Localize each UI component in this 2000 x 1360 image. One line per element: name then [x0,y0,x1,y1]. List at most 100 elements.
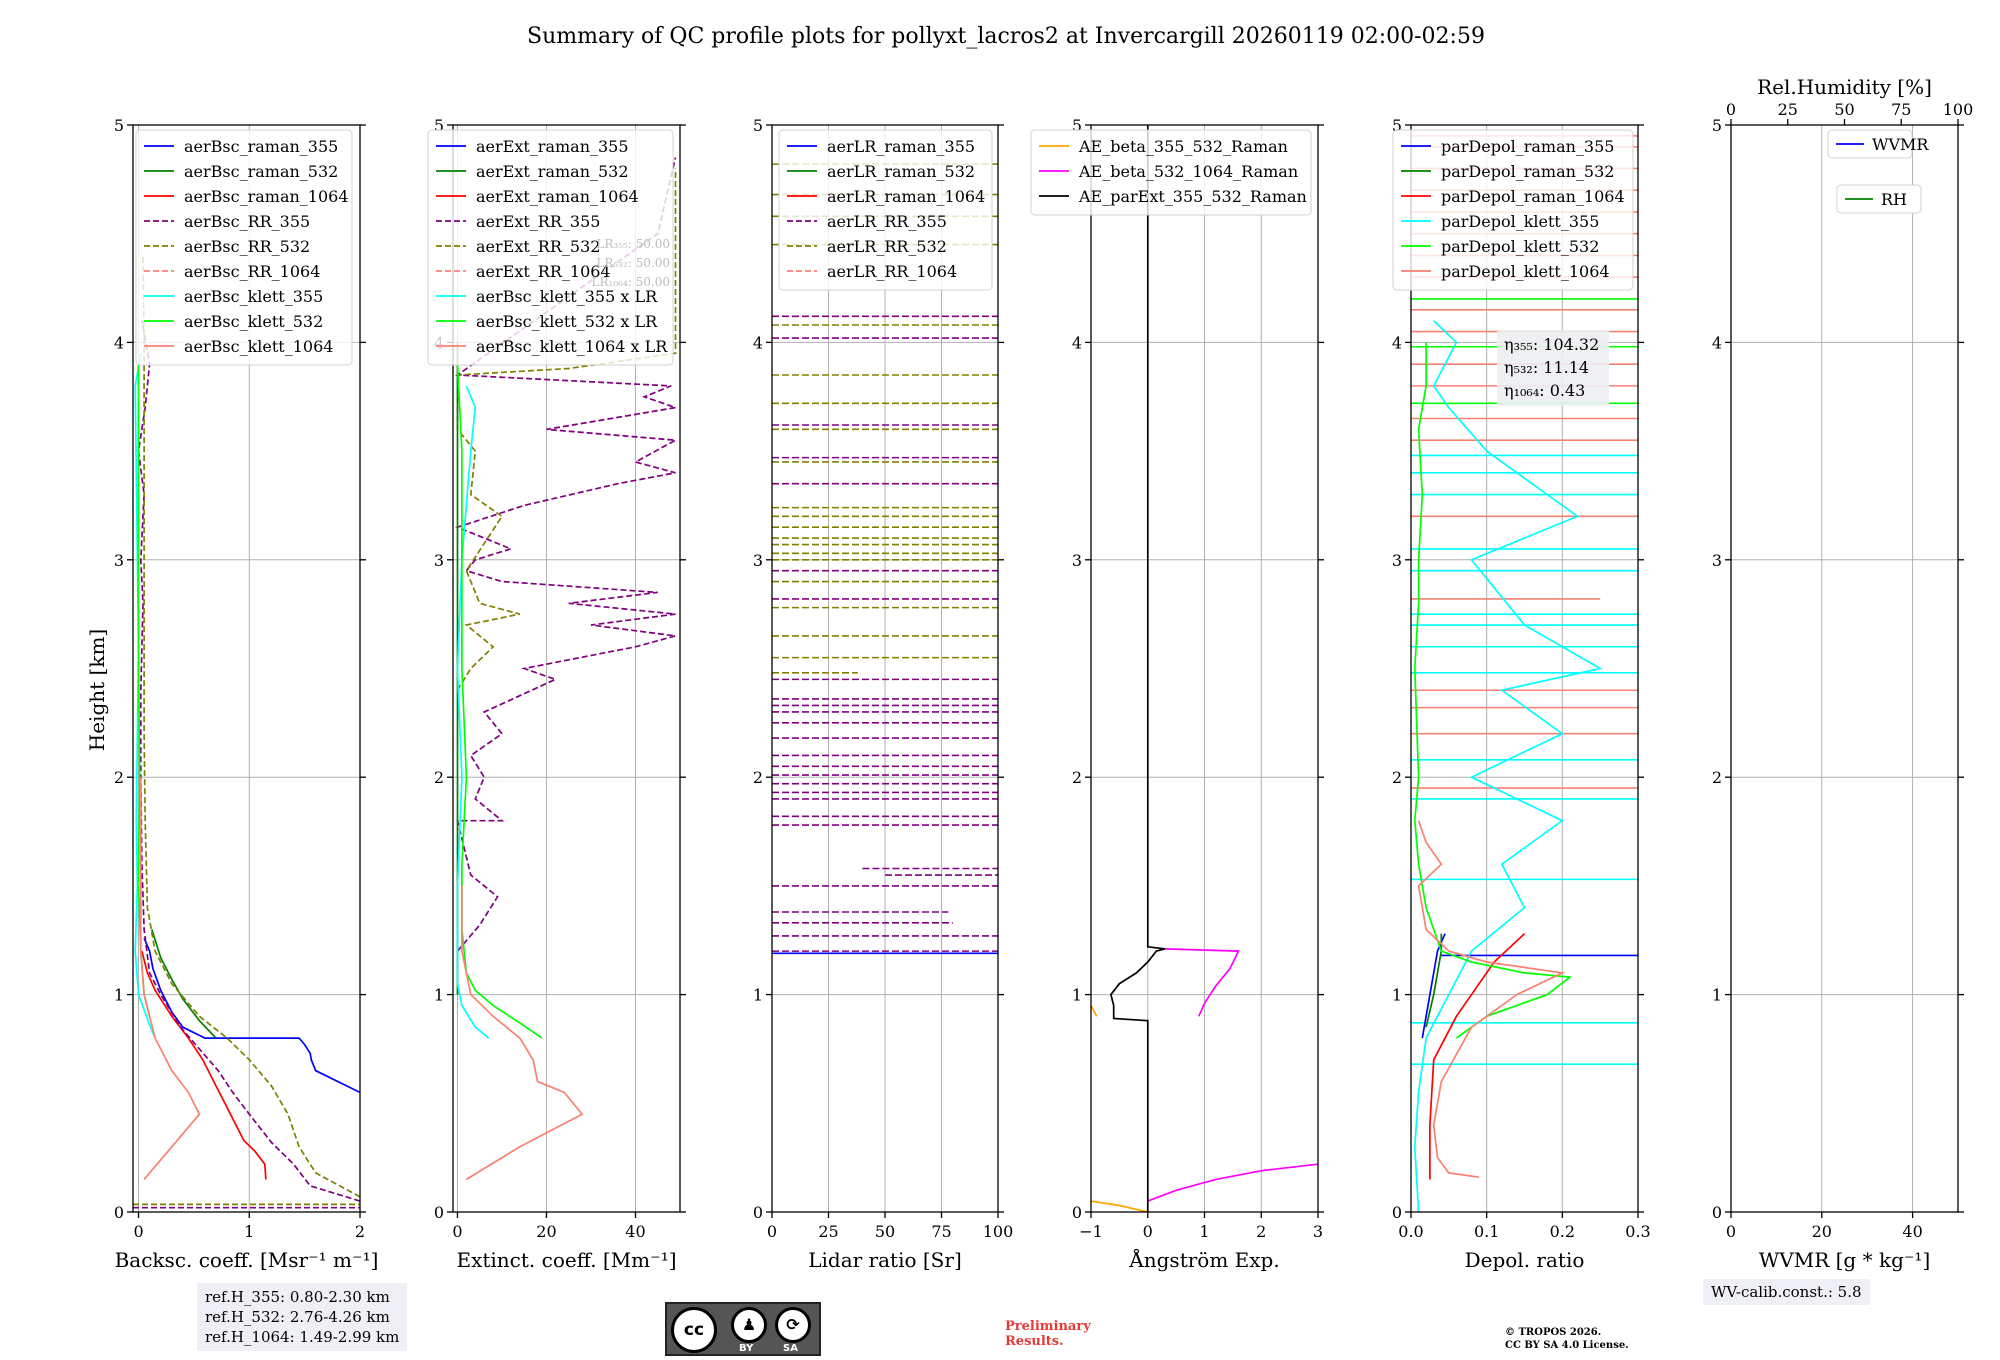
ae-legend-label-2: AE_parExt_355_532_Raman [1078,187,1307,206]
ext-legend-label-3: aerExt_RR_355 [476,212,600,231]
sa-share-alike-icon: ⟳ [775,1307,811,1343]
bsc-legend-label-6: aerBsc_klett_355 [184,287,323,306]
lr-xtick-label-1: 25 [818,1222,838,1241]
wv-xtick-label-1: 20 [1812,1222,1832,1241]
bsc-series-aerbsc-raman-355 [143,937,360,1094]
bsc-ytick-label-1: 1 [114,986,124,1005]
ae-ytick-label-2: 2 [1072,768,1082,787]
ae-xtick-label-4: 3 [1313,1222,1323,1241]
ae-legend: AE_beta_355_532_Raman AE_beta_532_1064_Ra… [1030,129,1312,216]
depol-legend: parDepol_raman_355 parDepol_raman_532 parD… [1392,129,1634,291]
cc-license-badge: cc ♟ ⟳ BY SA [665,1302,821,1356]
wv-ytick-label-1: 1 [1712,986,1722,1005]
bsc-xtick-label-0: 0 [133,1222,143,1241]
bsc-legend-box [135,129,353,366]
ext-series-aerbsc-klett-1064-x-lr [461,885,584,1181]
lr-legend-label-5: aerLR_RR_1064 [827,262,957,281]
ae-xtick-label-3: 2 [1256,1222,1266,1241]
figure-title: Summary of QC profile plots for pollyxt_… [527,24,1485,49]
lr-ytick-label-0: 0 [753,1203,763,1222]
bsc-series-aerbsc-rr-532 [142,255,360,1198]
wv-legend-label-1: RH [1881,190,1907,209]
depol-ytick-label-2: 2 [1392,768,1402,787]
depol-ytick-label-5: 5 [1392,116,1402,135]
copyright-line-2: CC BY SA 4.0 License. [1505,1340,1629,1351]
ae-grid [1090,124,1319,1213]
ext-legend-label-4: aerExt_RR_532 [476,237,600,256]
lr-legend: aerLR_raman_355 aerLR_raman_532 aerLR_rama… [778,129,993,291]
lr-legend-box [778,129,993,291]
lr-xtick-label-0: 0 [767,1222,777,1241]
bsc-legend-label-3: aerBsc_RR_355 [184,212,310,231]
ext-ytick-label-5: 5 [434,116,444,135]
ae-series-ae-beta-355-532-raman [1091,1200,1148,1212]
lr-legend-label-4: aerLR_RR_532 [827,237,947,256]
lr-ytick-label-1: 1 [753,986,763,1005]
depol-xtick-label-2: 0.2 [1550,1222,1575,1241]
bsc-legend-label-7: aerBsc_klett_532 [184,312,323,331]
ext-series-aerext-rr-355 [455,157,679,952]
depol-eta-label-0: η₃₅₅: 104.32 [1504,335,1599,354]
ae-ytick-label-5: 5 [1072,116,1082,135]
ext-x-axis-label: Extinct. coeff. [Mm⁻¹] [456,1248,676,1272]
wv-axes-frame [1730,124,1959,1213]
by-person-icon: ♟ [731,1307,767,1343]
wv-legend: WVMR RH [1827,129,1929,214]
ae-ytick-label-1: 1 [1072,986,1082,1005]
ext-ytick-label-3: 3 [434,551,444,570]
wv-ytick-label-5: 5 [1712,116,1722,135]
bsc-ytick-label-4: 4 [114,333,124,352]
depol-legend-label-5: parDepol_klett_1064 [1441,262,1610,281]
ext-legend: aerExt_raman_355 aerExt_raman_532 aerExt_r… [427,129,674,366]
ext-legend-label-6: aerBsc_klett_355 x LR [476,287,658,306]
depol-series-pardepol-raman-355 [1421,933,1446,1039]
bsc-series-aerbsc-klett-355 [134,353,156,1039]
bsc-legend-label-0: aerBsc_raman_355 [184,137,338,156]
ext-lr-label-2: LR₁₀₆₄: 50.00 [592,275,670,289]
depol-plot-area [1411,135,1638,1212]
wv-top-axis-label: Rel.Humidity [%] [1757,75,1932,99]
wv-ytick-label-4: 4 [1712,333,1722,352]
wv-top-xtick-label-4: 100 [1943,100,1974,119]
lr-legend-label-3: aerLR_RR_355 [827,212,947,231]
ext-ytick-label-1: 1 [434,986,444,1005]
lr-legend-label-0: aerLR_raman_355 [827,137,975,156]
bsc-axes-frame [132,124,361,1213]
ext-legend-label-5: aerExt_RR_1064 [476,262,611,281]
depol-series-pardepol-raman-532 [1425,933,1443,1028]
bsc-xtick-label-2: 2 [355,1222,365,1241]
ref-height-355: ref.H_355: 0.80-2.30 km [205,1288,390,1306]
depol-series-pardepol-klett-1064 [1417,820,1566,1179]
bsc-ytick-label-5: 5 [114,116,124,135]
copyright-note: © TROPOS 2026. CC BY SA 4.0 License. [1505,1326,1629,1352]
ext-lr-label-1: LR₅₃₂: 50.00 [596,256,670,270]
bsc-legend-label-4: aerBsc_RR_532 [184,237,310,256]
reference-heights-box: ref.H_355: 0.80-2.30 km ref.H_532: 2.76-… [197,1283,408,1351]
ext-axes-frame [452,124,681,1213]
ae-legend-box [1030,129,1312,216]
wv-top-xtick-label-3: 75 [1891,100,1911,119]
y-axis-label: Height [km] [85,629,109,751]
wv-ytick-label-2: 2 [1712,768,1722,787]
wv-ytick-label-3: 3 [1712,551,1722,570]
depol-legend-label-0: parDepol_raman_355 [1441,137,1614,156]
lr-legend-label-2: aerLR_raman_1064 [827,187,985,206]
bsc-plot-area [133,255,360,1209]
lr-ytick-label-5: 5 [753,116,763,135]
lr-legend-label-1: aerLR_raman_532 [827,162,975,181]
ext-legend-label-0: aerExt_raman_355 [476,137,629,156]
ext-panel: 01234502040Extinct. coeff. [Mm⁻¹]aerExt_… [427,116,686,1272]
depol-legend-label-1: parDepol_raman_532 [1441,162,1614,181]
ext-legend-label-1: aerExt_raman_532 [476,162,629,181]
cc-icon: cc [671,1307,717,1353]
depol-ytick-label-4: 4 [1392,333,1402,352]
depol-eta-label-2: η₁₀₆₄: 0.43 [1504,381,1585,400]
bsc-ytick-label-0: 0 [114,1203,124,1222]
depol-ytick-label-1: 1 [1392,986,1402,1005]
preliminary-line-2: Results. [1005,1334,1064,1349]
depol-series-pardepol-klett-355 [1413,320,1603,1212]
cc-sa-label: SA [783,1343,798,1354]
lr-xtick-label-2: 50 [875,1222,895,1241]
